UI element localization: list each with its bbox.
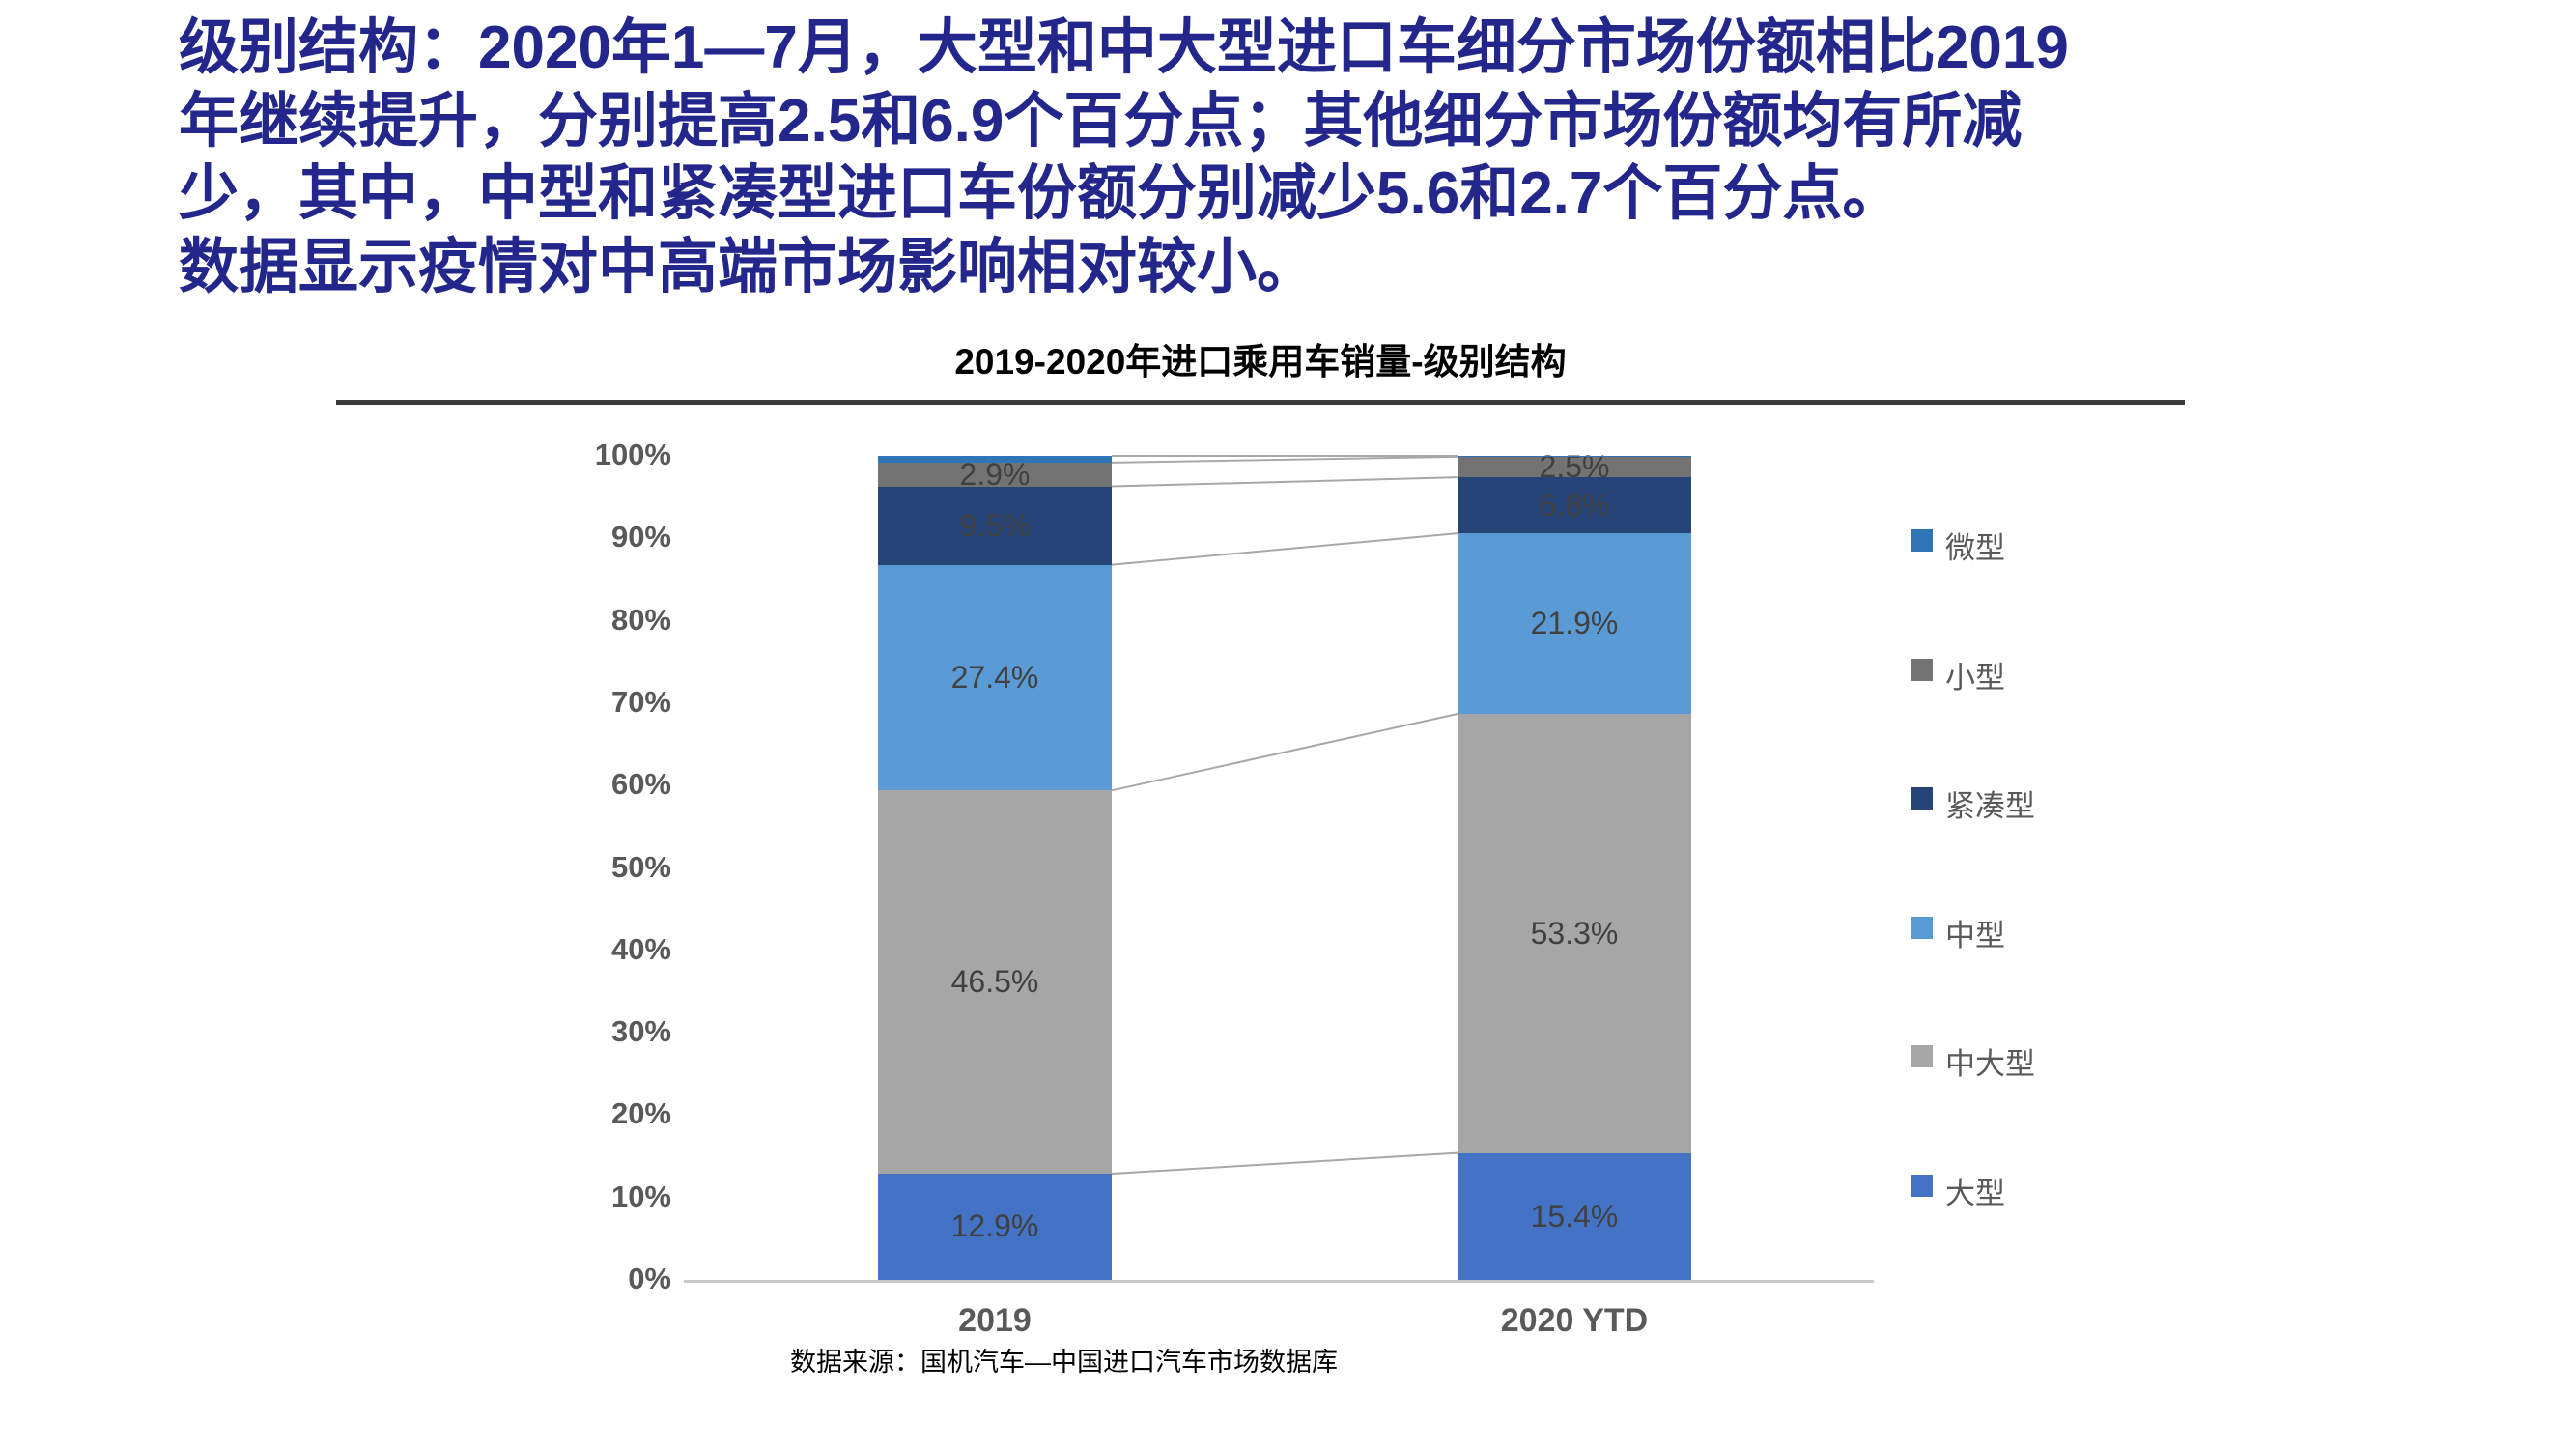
segment-value-label: 15.4%: [1530, 1198, 1619, 1234]
bar-segment: 46.5%: [878, 790, 1112, 1174]
legend-label: 小型: [1945, 660, 2005, 695]
y-tick-label: 80%: [610, 602, 671, 637]
x-category-label: 2019: [958, 1302, 1032, 1339]
y-tick-label: 50%: [610, 849, 671, 884]
bar-segment: 15.4%: [1458, 1152, 1691, 1280]
title-underline: [336, 400, 2185, 405]
segment-value-label: 12.9%: [950, 1208, 1039, 1244]
connector-line: [1111, 476, 1458, 488]
chart-title: 2019-2020年进口乘用车销量-级别结构: [954, 342, 1567, 382]
bar-segment: 2.9%: [878, 457, 1112, 492]
legend-label: 大型: [1945, 1176, 2005, 1210]
y-tick-label: 10%: [610, 1179, 671, 1213]
bar-segment: [878, 456, 1112, 463]
segment-value-label: 27.4%: [950, 659, 1039, 695]
connector-line: [1111, 713, 1458, 792]
legend-label: 中型: [1945, 918, 2005, 952]
bar-segment: 21.9%: [1458, 533, 1691, 714]
y-tick-label: 60%: [610, 767, 671, 802]
legend-swatch-icon: [1911, 529, 1933, 552]
y-tick-label: 0%: [628, 1262, 671, 1295]
legend-swatch-icon: [1911, 658, 1933, 681]
y-tick-label: 30%: [610, 1014, 671, 1049]
segment-value-label: 21.9%: [1530, 606, 1619, 641]
segment-value-label: 2.5%: [1539, 449, 1610, 484]
legend-swatch-icon: [1911, 916, 1933, 939]
bar-segment: 27.4%: [878, 564, 1112, 791]
y-tick-label: 70%: [610, 684, 671, 719]
legend-swatch-icon: [1911, 1045, 1933, 1067]
x-category-label: 2020 YTD: [1500, 1302, 1649, 1339]
y-tick-label: 20%: [610, 1096, 671, 1131]
segment-value-label: 46.5%: [950, 964, 1039, 1000]
segment-value-label: 6.8%: [1539, 487, 1610, 523]
x-axis-line: [684, 1280, 1874, 1283]
bar-segment: [1458, 456, 1691, 457]
bar-segment: 6.8%: [1458, 477, 1691, 534]
legend-swatch-icon: [1911, 1174, 1933, 1197]
segment-value-label: 9.5%: [959, 507, 1031, 543]
connector-line: [1111, 532, 1458, 566]
y-tick-label: 100%: [594, 438, 671, 471]
bar-segment: 9.5%: [878, 486, 1112, 565]
bar-segment: 53.3%: [1458, 713, 1691, 1153]
y-tick-label: 40%: [610, 931, 671, 966]
headline-text: 级别结构：2020年1—7月，大型和中大型进口车细分市场份额相比2019 年继续…: [179, 14, 2069, 300]
y-tick-label: 90%: [610, 520, 671, 554]
source-note: 数据来源：国机汽车—中国进口汽车市场数据库: [790, 1348, 1338, 1377]
segment-value-label: 53.3%: [1530, 915, 1619, 951]
legend-label: 微型: [1945, 531, 2005, 565]
legend-label: 中大型: [1945, 1047, 2035, 1081]
legend-swatch-icon: [1911, 787, 1933, 810]
bar-segment: 12.9%: [878, 1173, 1112, 1280]
legend-label: 紧凑型: [1945, 789, 2035, 823]
connector-line: [1111, 455, 1458, 464]
connector-line: [1111, 1151, 1458, 1175]
bar-segment: 2.5%: [1458, 449, 1691, 484]
